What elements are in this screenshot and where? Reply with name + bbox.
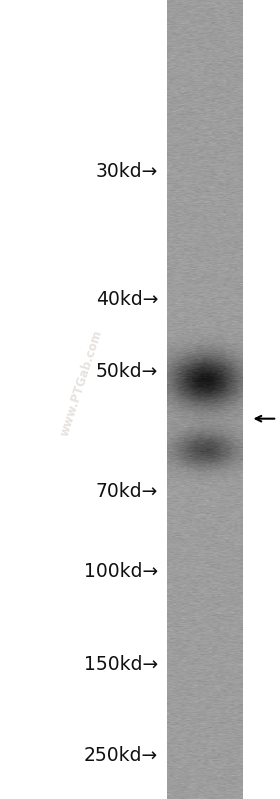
Text: 30kd→: 30kd→ [96, 162, 158, 181]
Text: www.PTGab.com: www.PTGab.com [58, 328, 104, 439]
Text: 250kd→: 250kd→ [84, 745, 158, 765]
Text: 50kd→: 50kd→ [96, 362, 158, 381]
Text: 70kd→: 70kd→ [96, 482, 158, 501]
Text: 40kd→: 40kd→ [96, 290, 158, 309]
Text: 100kd→: 100kd→ [84, 562, 158, 581]
Text: 150kd→: 150kd→ [84, 655, 158, 674]
